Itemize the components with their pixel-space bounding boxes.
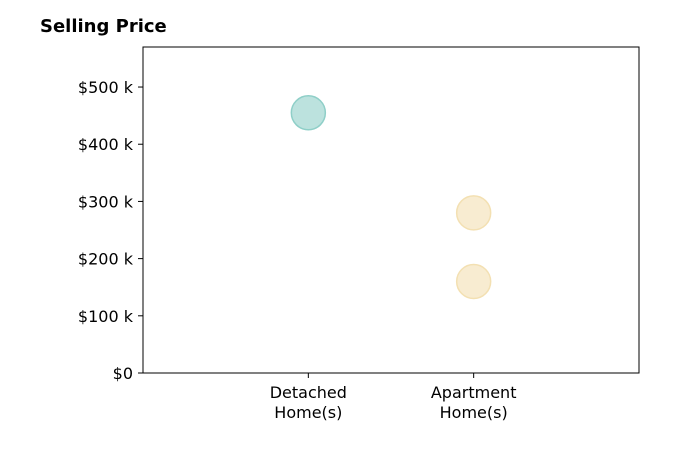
y-tick-label: $300 k — [78, 192, 134, 211]
y-tick-label: $500 k — [78, 78, 134, 97]
y-tick-label: $200 k — [78, 250, 134, 269]
y-tick-label: $100 k — [78, 307, 134, 326]
chart-title: Selling Price — [40, 16, 167, 37]
x-tick-label: Apartment Home(s) — [431, 383, 517, 422]
data-point — [290, 95, 327, 131]
y-tick-label: $0 — [113, 364, 133, 383]
data-point — [455, 263, 492, 300]
plot-frame — [142, 46, 640, 374]
data-point — [455, 195, 492, 231]
x-tick-label: Detached Home(s) — [270, 383, 347, 422]
y-tick-label: $400 k — [78, 135, 134, 154]
